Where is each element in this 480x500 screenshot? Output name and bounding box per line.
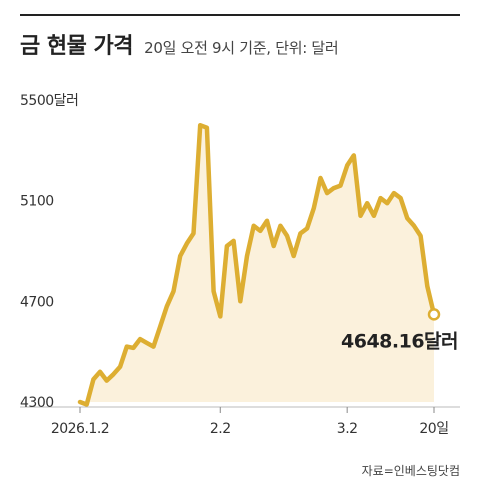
y-tick-label: 4300 [20,395,54,411]
source-note: 자료=인베스팅닷컴 [361,464,460,478]
top-rule [20,14,460,16]
x-tick-label: 2.2 [210,421,231,437]
x-tick-label: 20일 [419,421,448,437]
x-tick-label: 3.2 [337,421,358,437]
chart-header: 금 현물 가격 20일 오전 9시 기준, 단위: 달러 [20,28,339,60]
y-tick-label: 4700 [20,294,54,310]
price-line [77,122,437,407]
last-value-label: 4648.16달러 [341,330,458,352]
y-tick-label: 5100 [20,194,54,210]
last-value-marker [427,308,441,321]
chart-subtitle: 20일 오전 9시 기준, 단위: 달러 [144,39,339,57]
chart-title: 금 현물 가격 [20,34,134,59]
price-area-fill [80,125,434,405]
x-tick-label: 2026.1.2 [51,421,109,437]
y-tick-label: 5500달러 [20,93,78,109]
